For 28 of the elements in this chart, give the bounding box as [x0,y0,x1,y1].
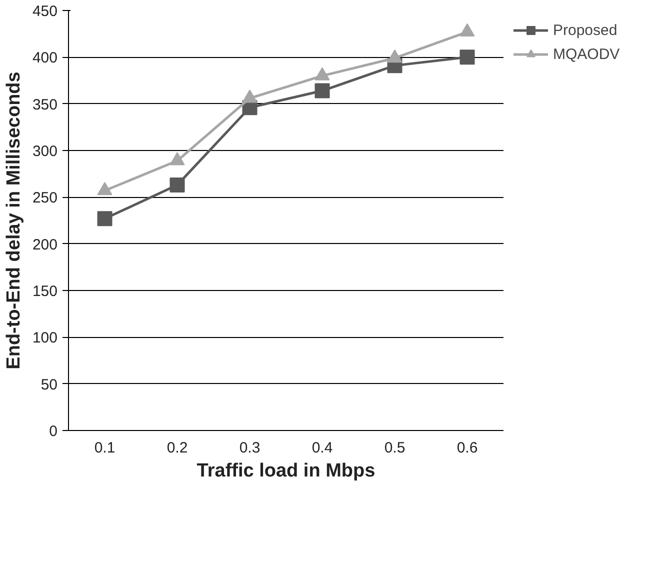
y-tick-label: 100 [32,330,58,347]
point [97,211,112,226]
y-tick-label: 200 [32,236,58,254]
point [314,83,330,98]
x-tick-label: 0.6 [456,440,478,456]
y-tick-label: 300 [32,143,58,160]
y-tick-label: 50 [40,376,58,394]
x-tick-label: 0.5 [384,440,406,456]
y-tick-label: 350 [32,96,58,114]
x-tick-label: 0.4 [312,440,333,456]
y-axis-title: End-to-End delay in Milliseconds [3,72,24,370]
y-tick-label: 0 [49,423,58,440]
point [170,178,185,193]
point [387,50,402,63]
point [170,152,185,166]
point [460,23,475,37]
x-tick-label: 0.2 [166,440,188,456]
y-tick-label: 250 [32,190,58,207]
x-axis-title: Traffic load in Mbps [196,460,376,482]
legend-label: Proposed [553,22,618,38]
x-tick-label: 0.3 [239,440,260,456]
x-tick-label: 0.1 [94,440,116,456]
y-tick-label: 150 [32,283,58,300]
y-tick-label: 400 [32,50,58,67]
point [314,67,330,80]
point [242,90,258,103]
y-tick-label: 450 [32,3,58,20]
legend-label: MQAODV [553,46,620,62]
